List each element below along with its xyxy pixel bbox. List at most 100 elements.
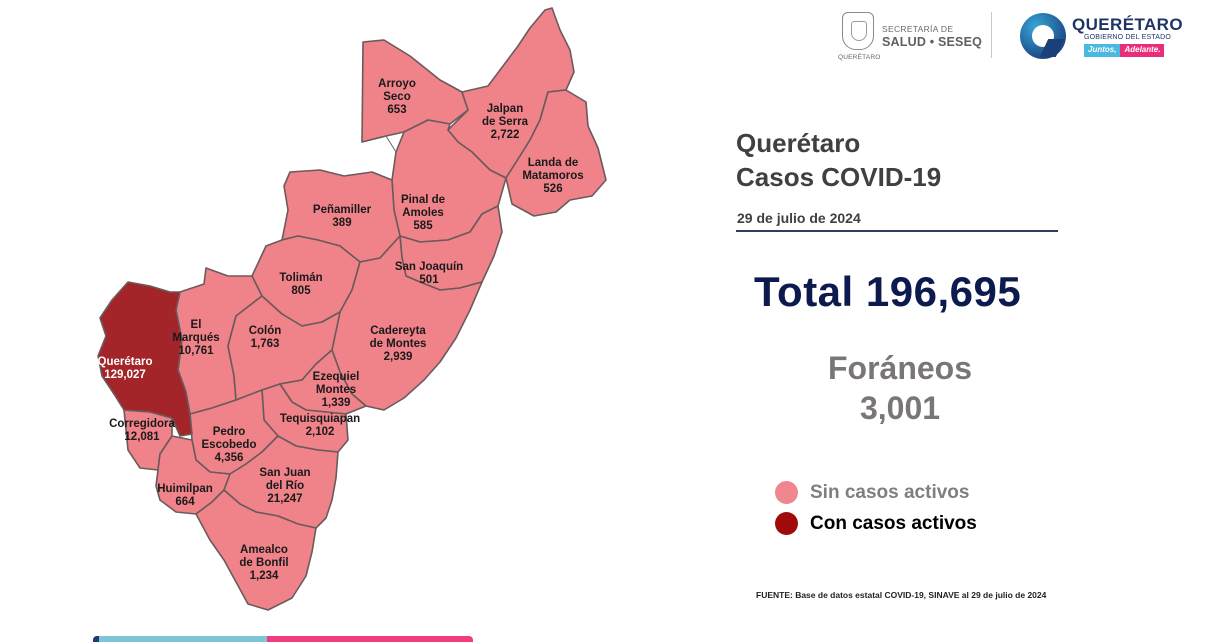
label-san-juan-del-rio: San Juan del Río 21,247	[259, 467, 310, 506]
legend-label: Con casos activos	[810, 512, 977, 534]
muni-name: Jalpan	[486, 103, 524, 115]
source-note: FUENTE: Base de datos estatal COVID-19, …	[756, 590, 1047, 600]
total-cases: Total 196,695	[754, 268, 1022, 315]
muni-name: Pinal de	[400, 194, 446, 206]
muni-cases: 2,939	[383, 351, 413, 363]
muni-name: Peñamiller	[312, 204, 372, 216]
muni-cases: 2,102	[305, 426, 335, 438]
qro-logo-name: QUERÉTARO	[1072, 15, 1183, 34]
muni-name: San Juan	[259, 467, 311, 479]
muni-cases: 526	[543, 183, 563, 195]
label-colon: Colón 1,763	[249, 325, 282, 351]
muni-name: San Joaquín	[394, 261, 464, 273]
crest-caption: QUERÉTARO	[838, 54, 881, 61]
muni-cases: 1,763	[250, 338, 280, 350]
label-cadereyta: Cadereyta de Montes 2,939	[370, 325, 427, 364]
bar-segment-navy	[93, 636, 99, 642]
label-penamiller: Peñamiller 389	[313, 204, 371, 230]
muni-name: Seco	[383, 91, 411, 103]
label-pedro-escobedo: Pedro Escobedo 4,356	[202, 426, 257, 465]
muni-cases: 389	[332, 217, 352, 229]
muni-name: Colón	[248, 325, 282, 337]
muni-name: Ezequiel	[312, 371, 360, 383]
label-arroyo-seco: Arroyo Seco 653	[378, 78, 416, 117]
muni-cases: 12,081	[124, 431, 160, 443]
muni-name: Cadereyta	[370, 325, 426, 337]
label-queretaro: Querétaro 129,027	[98, 356, 153, 382]
title-line1: Querétaro	[736, 128, 861, 158]
muni-name: Escobedo	[201, 439, 257, 451]
inner-border	[385, 135, 397, 153]
foraneos-label: Foráneos	[827, 350, 973, 386]
muni-name: Amealco	[240, 544, 288, 556]
muni-name: Amoles	[402, 207, 444, 219]
label-san-joaquin: San Joaquín 501	[395, 261, 463, 287]
muni-cases: 2,722	[490, 129, 520, 141]
label-pinal: Pinal de Amoles 585	[401, 194, 445, 233]
foraneos-block: Foráneos 3,001	[820, 348, 980, 428]
report-date: 29 de julio de 2024	[737, 210, 861, 226]
muni-cases: 664	[175, 496, 195, 508]
muni-name: de Montes	[369, 338, 427, 350]
muni-name: Montes	[315, 384, 357, 396]
label-el-marques: El Marqués 10,761	[172, 319, 219, 358]
muni-shape-arroyo-seco[interactable]	[361, 39, 469, 143]
muni-shape-amealco[interactable]	[195, 489, 317, 611]
muni-cases: 585	[413, 220, 433, 232]
title-line2: Casos COVID-19	[736, 162, 942, 192]
qro-logo-subtitle: GOBIERNO DEL ESTADO	[1084, 34, 1172, 41]
logo-divider	[991, 12, 992, 58]
muni-name: El	[190, 319, 202, 331]
muni-name: de Bonfil	[239, 557, 289, 569]
legend-dot-pink-icon	[775, 481, 798, 504]
muni-name: de Serra	[481, 116, 529, 128]
muni-cases: 653	[387, 104, 407, 116]
label-corregidora: Corregidora 12,081	[109, 418, 175, 444]
bar-segment-blue	[99, 636, 267, 642]
muni-name: Pedro	[212, 426, 246, 438]
salud-seseq-logo: QUERÉTARO SECRETARÍA DE SALUD • SESEQ	[838, 10, 988, 62]
muni-name: del Río	[265, 480, 305, 492]
muni-name: Tequisquiapan	[279, 413, 361, 425]
foraneos-value: 3,001	[859, 390, 941, 426]
muni-cases: 4,356	[214, 452, 244, 464]
legend-label: Sin casos activos	[810, 481, 970, 503]
legend-dot-red-icon	[775, 512, 798, 535]
muni-cases: 501	[419, 274, 439, 286]
muni-cases: 1,234	[249, 570, 279, 582]
muni-name: Corregidora	[109, 418, 175, 430]
muni-name: Arroyo	[378, 78, 416, 90]
label-ezequiel-montes: Ezequiel Montes 1,339	[313, 371, 360, 410]
muni-cases: 129,027	[104, 369, 146, 381]
label-jalpan: Jalpan de Serra 2,722	[482, 103, 528, 142]
bar-segment-pink	[267, 636, 473, 642]
date-divider	[736, 230, 1058, 232]
q-logo-icon	[1020, 13, 1066, 59]
label-toliman: Tolimán 805	[279, 272, 322, 298]
muni-cases: 1,339	[321, 397, 351, 409]
muni-cases: 21,247	[267, 493, 303, 505]
page-title: Querétaro Casos COVID-19	[736, 126, 941, 194]
muni-name: Matamoros	[522, 170, 584, 182]
queretaro-covid-map	[97, 7, 607, 611]
muni-name: Huimilpan	[157, 483, 213, 495]
decorative-bottom-bar	[93, 636, 473, 642]
qro-slogan: Juntos, Adelante.	[1084, 44, 1165, 57]
slogan-part1: Juntos,	[1084, 44, 1121, 57]
queretaro-gobierno-logo: QUERÉTARO GOBIERNO DEL ESTADO Juntos, Ad…	[1020, 10, 1195, 62]
label-tequisquiapan: Tequisquiapan 2,102	[280, 413, 360, 439]
muni-cases: 10,761	[178, 345, 214, 357]
label-amealco: Amealco de Bonfil 1,234	[239, 544, 288, 583]
salud-logo-line2: SALUD • SESEQ	[882, 35, 983, 49]
legend-item-inactive: Sin casos activos	[775, 481, 969, 504]
label-huimilpan: Huimilpan 664	[157, 483, 213, 509]
coat-of-arms-icon	[842, 12, 874, 50]
muni-shape-landa[interactable]	[505, 89, 607, 217]
salud-logo-line1: SECRETARÍA DE	[882, 24, 954, 34]
muni-name: Querétaro	[97, 356, 153, 368]
legend-item-active: Con casos activos	[775, 512, 977, 535]
label-landa: Landa de Matamoros 526	[522, 157, 583, 196]
muni-shape-queretaro[interactable]	[97, 281, 193, 437]
muni-name: Landa de	[527, 157, 579, 169]
muni-cases: 805	[291, 285, 311, 297]
